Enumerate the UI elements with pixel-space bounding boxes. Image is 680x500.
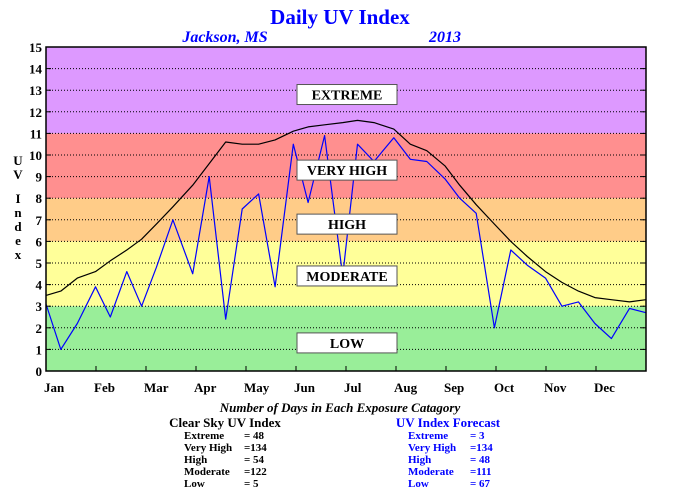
table-row-value: =134: [244, 442, 267, 454]
x-tick-label: Aug: [394, 380, 418, 395]
y-tick-label: 6: [36, 234, 43, 249]
y-axis-label-char: e: [15, 233, 21, 248]
table-row-label: Extreme: [408, 430, 448, 442]
y-tick-label: 9: [36, 170, 43, 185]
x-tick-label: Sep: [444, 380, 464, 395]
y-axis-label-char: x: [15, 247, 22, 262]
clear-sky-heading: Clear Sky UV Index: [169, 415, 281, 430]
y-tick-label: 3: [36, 299, 43, 314]
y-tick-label: 15: [29, 40, 43, 55]
table-row-label: Low: [184, 478, 205, 490]
y-axis-label-char: I: [15, 191, 20, 206]
x-tick-label: May: [244, 380, 270, 395]
y-tick-label: 2: [36, 321, 43, 336]
chart-year: 2013: [428, 29, 461, 46]
table-row-value: = 48: [244, 430, 265, 442]
table-row-value: = 5: [244, 478, 259, 490]
table-row-value: =122: [244, 466, 267, 478]
band-label: VERY HIGH: [307, 164, 387, 179]
y-axis-label-char: V: [13, 167, 23, 182]
band-label: LOW: [330, 337, 364, 352]
band-label: HIGH: [328, 218, 366, 233]
table-row-value: =134: [470, 442, 493, 454]
chart-location: Jackson, MS: [181, 29, 267, 46]
band-label: MODERATE: [306, 270, 387, 285]
x-axis-ticks: Jan Feb Mar Apr May Jun Jul Aug Sep Oct Nov Dec: [44, 366, 615, 395]
x-tick-label: Jan: [44, 380, 65, 395]
x-tick-label: Dec: [594, 380, 615, 395]
table-row-label: Low: [408, 478, 429, 490]
table-row-value: = 48: [470, 454, 491, 466]
band-label-box: [296, 265, 398, 287]
x-tick-label: Jun: [294, 380, 316, 395]
table-row-value: =111: [470, 466, 492, 478]
band-label-box: [296, 332, 398, 354]
y-tick-label: 11: [30, 126, 42, 141]
clear-sky-series-line: [45, 119, 647, 303]
x-tick-label: Oct: [494, 380, 515, 395]
table-row-label: Moderate: [184, 466, 230, 478]
table-row-label: Moderate: [408, 466, 454, 478]
y-tick-label: 8: [36, 191, 43, 206]
band-label-box: [296, 159, 398, 181]
uv-band-labels: LOW MODERATE HIGH VERY HIGH EXTREME: [296, 84, 398, 354]
y-tick-label: 10: [29, 148, 42, 163]
band-label-box: [296, 213, 398, 235]
table-row-value: = 54: [244, 454, 265, 466]
y-tick-label: 13: [29, 83, 43, 98]
y-tick-label: 1: [36, 342, 43, 357]
y-tick-label: 12: [29, 105, 42, 120]
y-tick-label: 0: [36, 364, 43, 379]
table-row-label: Extreme: [184, 430, 224, 442]
y-tick-label: 14: [29, 62, 43, 77]
y-axis-label-char: n: [14, 205, 22, 220]
y-tick-label: 7: [36, 213, 43, 228]
x-tick-label: Feb: [94, 380, 115, 395]
table-row-label: Very High: [408, 442, 456, 454]
table-row-label: High: [408, 454, 431, 466]
y-tick-label: 5: [36, 256, 43, 271]
table-row-value: = 3: [470, 430, 485, 442]
y-axis-label-char: U: [13, 153, 23, 168]
x-tick-label: Jul: [344, 380, 362, 395]
band-label-box: [296, 84, 398, 106]
table-row-label: Very High: [184, 442, 232, 454]
x-tick-label: Apr: [194, 380, 217, 395]
band-label: EXTREME: [312, 89, 383, 104]
y-tick-label: 4: [36, 278, 43, 293]
y-axis-label-char: d: [14, 219, 22, 234]
table-row-label: High: [184, 454, 207, 466]
clear-sky-table: Extreme = 48 Very High =134 High = 54 Moderate…: [184, 430, 267, 490]
x-tick-label: Nov: [544, 380, 567, 395]
forecast-heading: UV Index Forecast: [396, 415, 501, 430]
exposure-caption: Number of Days in Each Exposure Catagory: [219, 400, 461, 415]
table-row-value: = 67: [470, 478, 491, 490]
chart-title: Daily UV Index: [270, 5, 410, 29]
forecast-table: Extreme = 3 Very High =134 High = 48 Moderate =…: [408, 430, 493, 490]
x-tick-label: Mar: [144, 380, 169, 395]
